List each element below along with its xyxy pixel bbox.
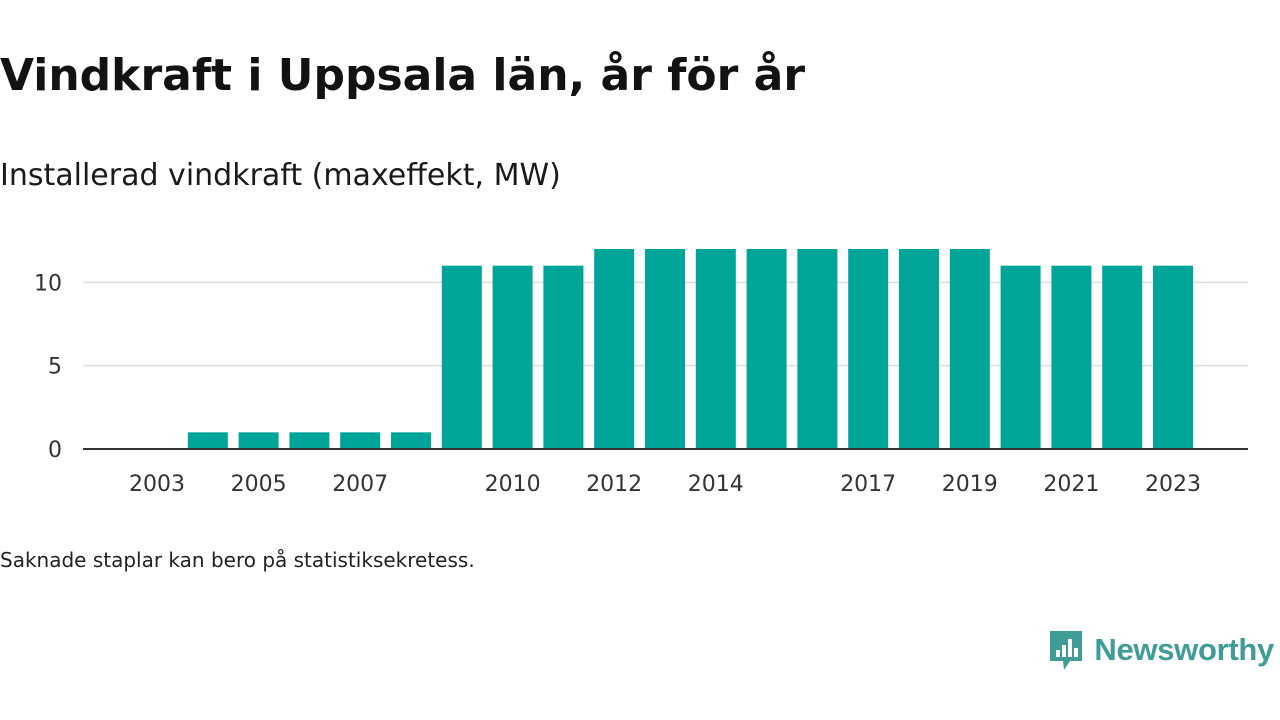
- bar: [746, 249, 787, 449]
- bar: [848, 249, 889, 449]
- bar: [645, 249, 685, 449]
- x-tick-label: 2017: [840, 472, 896, 497]
- bar: [391, 432, 431, 449]
- chart-title: Vindkraft i Uppsala län, år för år: [0, 50, 806, 101]
- bar: [441, 265, 482, 449]
- y-tick-label: 0: [48, 438, 62, 463]
- footnote: Saknade staplar kan bero på statistiksek…: [0, 548, 475, 572]
- bar: [1153, 265, 1193, 449]
- brand-name: Newsworthy: [1094, 632, 1274, 667]
- x-tick-label: 2021: [1043, 472, 1099, 497]
- chart-subtitle: Installerad vindkraft (maxeffekt, MW): [0, 158, 561, 193]
- bar: [695, 249, 736, 449]
- bar: [1102, 265, 1143, 449]
- x-tick-label: 2019: [942, 472, 998, 497]
- bar: [340, 432, 381, 449]
- bar: [1000, 265, 1041, 449]
- x-tick-label: 2007: [332, 472, 388, 497]
- bar: [899, 249, 939, 449]
- brand-logo: Newsworthy: [1048, 628, 1274, 672]
- bar-chart: 0 5 10 2003 2005 2007 2010 2012 2014 2017 2019 2021…: [0, 225, 1280, 515]
- x-tick-label: 2003: [129, 472, 185, 497]
- bar: [1051, 265, 1092, 449]
- bar-chart-svg: 0 5 10 2003 2005 2007 2010 2012 2014 2017 2019 2021…: [34, 249, 1248, 497]
- x-tick-label: 2012: [586, 472, 642, 497]
- newsworthy-logo-icon: [1050, 631, 1083, 670]
- bar: [492, 265, 533, 449]
- bar: [238, 432, 279, 449]
- bar: [187, 432, 228, 449]
- x-tick-label: 2023: [1145, 472, 1201, 497]
- y-tick-label: 10: [34, 271, 62, 296]
- x-tick-label: 2014: [688, 472, 744, 497]
- y-tick-label: 5: [48, 355, 62, 380]
- x-tick-label: 2005: [231, 472, 287, 497]
- bar: [797, 249, 838, 449]
- bar: [289, 432, 330, 449]
- bar: [543, 265, 584, 449]
- x-tick-label: 2010: [485, 472, 541, 497]
- bar: [949, 249, 990, 449]
- bar: [594, 249, 635, 449]
